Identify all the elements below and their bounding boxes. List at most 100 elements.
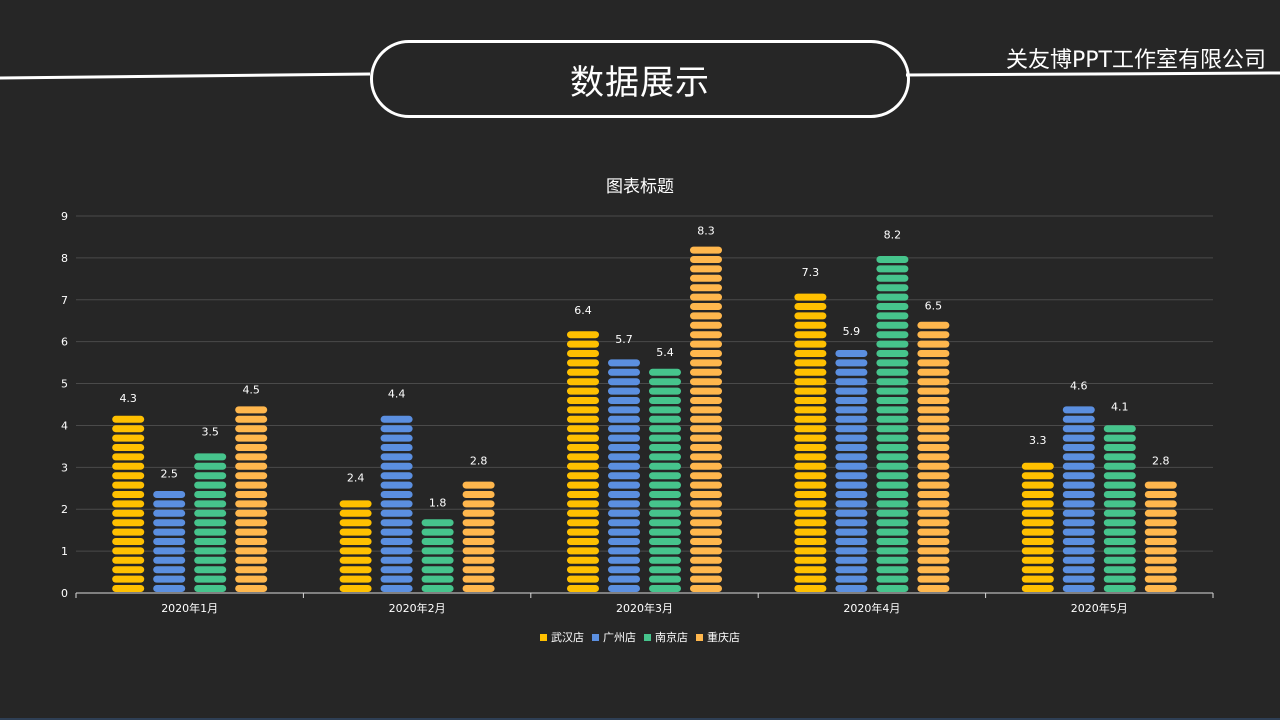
- bar-segment: [235, 472, 268, 480]
- bar-segment: [112, 547, 145, 555]
- bar-segment: [917, 575, 950, 583]
- data-label: 5.7: [615, 333, 633, 346]
- bar-segment: [1062, 538, 1095, 545]
- bar-segment: [649, 425, 681, 433]
- bar-segment: [567, 481, 599, 489]
- bar-segment: [794, 378, 827, 386]
- bar-segment: [153, 538, 186, 545]
- bar-segment: [1062, 585, 1095, 592]
- bar-segment: [608, 368, 640, 376]
- bar-segment: [235, 585, 268, 592]
- bar-segment: [794, 312, 827, 320]
- bar-segment: [917, 585, 950, 592]
- legend-swatch: [696, 633, 703, 641]
- bar-segment: [462, 509, 495, 517]
- bar-segment: [608, 434, 640, 442]
- bar-segment: [794, 538, 827, 545]
- page-title-text: 数据展示: [570, 62, 710, 103]
- bar-segment: [153, 519, 186, 527]
- bar-segment: [835, 378, 868, 386]
- bar-segment: [794, 331, 827, 339]
- bar-segment: [794, 509, 827, 517]
- bar-segment: [567, 566, 599, 574]
- bar-segment: [194, 547, 227, 555]
- bar-segment: [1062, 491, 1095, 498]
- bar-segment: [876, 509, 909, 517]
- bar-segment: [567, 415, 599, 423]
- y-tick-label: 9: [61, 210, 68, 223]
- data-label: 6.5: [925, 300, 943, 313]
- legend-item: 武汉店: [540, 629, 584, 645]
- bar-segment: [1062, 500, 1095, 508]
- bar-segment: [1103, 519, 1136, 527]
- bar: [608, 359, 640, 592]
- bar-segment: [876, 265, 909, 273]
- bar-segment: [194, 481, 227, 489]
- bar-segment: [112, 481, 145, 489]
- bar-segment: [1103, 472, 1136, 480]
- bar-segment: [608, 491, 640, 498]
- bar-segment: [917, 425, 950, 433]
- bar-segment: [690, 368, 722, 376]
- bar-segment: [917, 462, 950, 470]
- bar-segment: [690, 519, 722, 527]
- bar-segment: [567, 397, 599, 404]
- bar-segment: [1144, 538, 1177, 545]
- bar: [1062, 406, 1095, 592]
- bar-segment: [917, 453, 950, 461]
- data-label: 2.8: [1152, 455, 1170, 468]
- bar-segment: [380, 472, 413, 480]
- data-label: 1.8: [429, 497, 447, 510]
- bar-segment: [567, 359, 599, 367]
- bar-segment: [1062, 556, 1095, 564]
- bar-segment: [917, 387, 950, 395]
- bar-segment: [1144, 481, 1177, 489]
- bar-segment: [153, 566, 186, 574]
- bar-segment: [112, 509, 145, 517]
- bar-segment: [690, 585, 722, 592]
- bar-segment: [835, 359, 868, 367]
- bar-segment: [649, 556, 681, 564]
- x-tick-label: 2020年5月: [1071, 601, 1128, 615]
- bar-segment: [876, 556, 909, 564]
- bar-segment: [794, 293, 827, 301]
- bar-segment: [794, 444, 827, 451]
- bar-segment: [690, 453, 722, 461]
- bar-segment: [1103, 538, 1136, 545]
- bar-segment: [1062, 566, 1095, 574]
- bar-segment: [462, 481, 495, 489]
- page-title: 数据展示: [370, 40, 910, 118]
- bar: [380, 415, 413, 592]
- bar-segment: [690, 303, 722, 310]
- bar-segment: [235, 453, 268, 461]
- bar-segment: [194, 491, 227, 498]
- bar-segment: [339, 575, 372, 583]
- bar-segment: [567, 500, 599, 508]
- header-decor-lines: [0, 71, 1280, 80]
- bar-segment: [380, 453, 413, 461]
- bar-segment: [794, 472, 827, 480]
- bar-segment: [608, 566, 640, 574]
- bar-segment: [608, 528, 640, 536]
- bar-segment: [690, 556, 722, 564]
- bar-segment: [235, 415, 268, 423]
- bar-segment: [690, 378, 722, 386]
- bar-segment: [1144, 556, 1177, 564]
- bar-segment: [1144, 491, 1177, 498]
- bar-segment: [421, 528, 454, 536]
- bar-segment: [112, 575, 145, 583]
- bar-segment: [462, 491, 495, 498]
- bar-segment: [567, 519, 599, 527]
- bar-segment: [649, 500, 681, 508]
- bar-segment: [794, 434, 827, 442]
- bar-segment: [917, 566, 950, 574]
- bar-segment: [794, 359, 827, 367]
- bar-segment: [380, 585, 413, 592]
- bar-segment: [112, 500, 145, 508]
- bar-segment: [567, 491, 599, 498]
- bar-segment: [1144, 528, 1177, 536]
- bar-segment: [235, 547, 268, 555]
- y-tick-label: 4: [61, 419, 68, 432]
- bar-segment: [380, 575, 413, 583]
- bar-segment: [235, 566, 268, 574]
